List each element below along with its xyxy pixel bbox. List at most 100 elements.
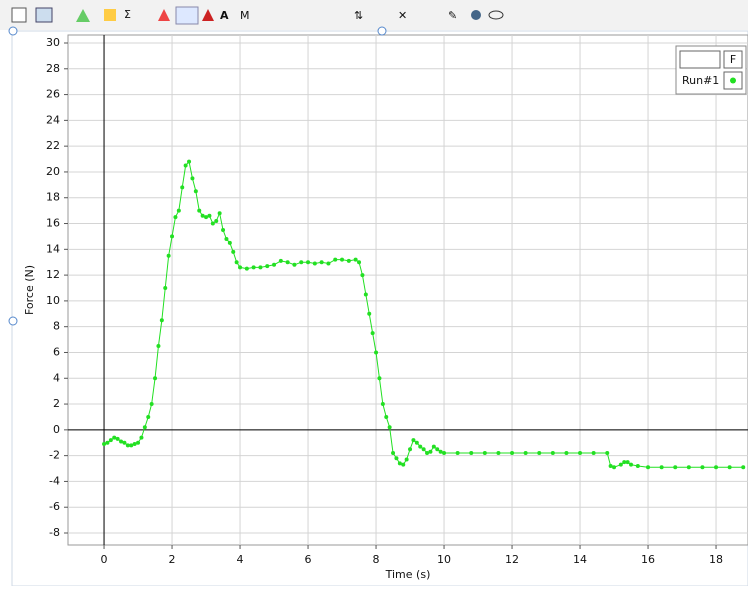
tool-button[interactable]: ✎ bbox=[448, 9, 457, 22]
y-tick-label: 2 bbox=[53, 397, 60, 410]
legend-cell bbox=[723, 50, 743, 69]
data-point bbox=[200, 213, 205, 218]
data-point bbox=[367, 311, 372, 316]
data-point bbox=[363, 292, 368, 297]
data-point bbox=[197, 208, 202, 213]
data-point bbox=[629, 462, 634, 467]
data-point bbox=[312, 261, 317, 266]
data-point bbox=[714, 465, 719, 470]
data-point bbox=[414, 440, 419, 445]
data-point bbox=[122, 440, 127, 445]
legend: F Run#1 bbox=[675, 45, 747, 95]
data-point bbox=[455, 451, 460, 456]
resize-handle[interactable] bbox=[8, 316, 18, 326]
data-point bbox=[129, 443, 134, 448]
y-tick-label: 12 bbox=[46, 268, 60, 281]
data-point bbox=[622, 460, 627, 465]
data-point bbox=[214, 218, 219, 223]
tool-button[interactable]: Σ bbox=[124, 8, 131, 21]
data-point bbox=[673, 465, 678, 470]
data-point bbox=[360, 273, 365, 278]
x-tick-label: 18 bbox=[709, 553, 723, 566]
data-point bbox=[646, 465, 651, 470]
data-point bbox=[227, 240, 232, 245]
x-tick-label: 2 bbox=[169, 553, 176, 566]
data-point bbox=[727, 465, 732, 470]
data-point bbox=[217, 211, 222, 216]
data-point bbox=[187, 159, 192, 164]
data-point bbox=[136, 440, 141, 445]
x-tick-label: 0 bbox=[101, 553, 108, 566]
x-tick-label: 16 bbox=[641, 553, 655, 566]
data-point bbox=[125, 443, 130, 448]
y-tick-label: 18 bbox=[46, 191, 60, 204]
data-point bbox=[159, 318, 164, 323]
tool-button[interactable] bbox=[488, 10, 504, 20]
data-point bbox=[112, 435, 117, 440]
y-tick-label: 8 bbox=[53, 320, 60, 333]
data-point bbox=[115, 436, 120, 441]
y-tick-label: 28 bbox=[46, 62, 60, 75]
toolbar bbox=[0, 0, 748, 30]
data-point bbox=[326, 261, 331, 266]
data-point bbox=[374, 350, 379, 355]
data-point bbox=[496, 451, 501, 456]
data-point bbox=[207, 213, 212, 218]
data-point bbox=[469, 451, 474, 456]
data-point bbox=[231, 249, 236, 254]
data-point bbox=[244, 266, 249, 271]
y-tick-label: 20 bbox=[46, 165, 60, 178]
resize-handle[interactable] bbox=[8, 26, 18, 36]
tool-button[interactable] bbox=[471, 10, 481, 20]
x-tick-label: 8 bbox=[373, 553, 380, 566]
tool-button[interactable]: ⇅ bbox=[354, 9, 363, 22]
tool-button[interactable] bbox=[76, 9, 90, 22]
data-point bbox=[411, 438, 416, 443]
data-point bbox=[190, 176, 195, 181]
tool-button[interactable] bbox=[202, 9, 214, 21]
y-tick-label: -4 bbox=[49, 474, 60, 487]
y-tick-label: 22 bbox=[46, 139, 60, 152]
data-point bbox=[686, 465, 691, 470]
data-point bbox=[163, 286, 168, 291]
tool-button[interactable] bbox=[35, 7, 53, 23]
x-axis-label: Time (s) bbox=[385, 568, 431, 581]
tool-button[interactable]: ✕ bbox=[398, 9, 407, 22]
y-tick-label: 14 bbox=[46, 242, 60, 255]
data-point bbox=[319, 260, 324, 265]
tool-button[interactable] bbox=[11, 7, 27, 23]
data-point bbox=[659, 465, 664, 470]
data-point bbox=[625, 460, 630, 465]
tool-button[interactable] bbox=[175, 6, 199, 25]
data-point bbox=[431, 444, 436, 449]
data-point bbox=[370, 331, 375, 336]
data-point bbox=[258, 265, 263, 270]
tool-button[interactable] bbox=[104, 9, 116, 21]
data-point bbox=[119, 439, 124, 444]
data-point bbox=[149, 402, 154, 407]
data-point bbox=[333, 257, 338, 262]
legend-marker bbox=[730, 77, 736, 84]
data-point bbox=[380, 402, 385, 407]
tool-button[interactable] bbox=[158, 9, 170, 21]
data-point bbox=[401, 462, 406, 467]
data-point bbox=[391, 451, 396, 456]
tool-button[interactable]: M bbox=[240, 9, 250, 22]
y-tick-label: -6 bbox=[49, 500, 60, 513]
data-point bbox=[404, 457, 409, 462]
resize-handle[interactable] bbox=[377, 26, 387, 36]
y-tick-label: 10 bbox=[46, 294, 60, 307]
data-point bbox=[299, 260, 304, 265]
data-point bbox=[618, 462, 623, 467]
data-point bbox=[482, 451, 487, 456]
plot bbox=[102, 159, 746, 470]
data-point bbox=[204, 215, 209, 220]
legend-label: Run#1 bbox=[682, 74, 719, 87]
data-point bbox=[591, 451, 596, 456]
data-point bbox=[153, 376, 158, 381]
tool-button[interactable]: A bbox=[220, 9, 229, 22]
data-point bbox=[510, 451, 515, 456]
x-tick-label: 6 bbox=[305, 553, 312, 566]
data-point bbox=[397, 461, 402, 466]
